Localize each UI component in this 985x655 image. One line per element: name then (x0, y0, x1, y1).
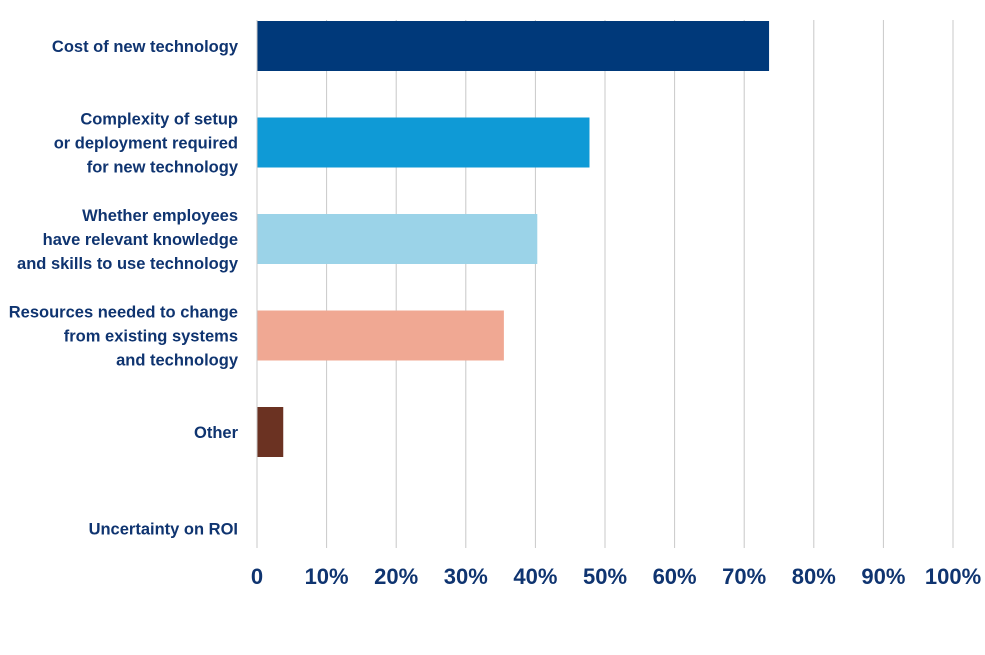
gridlines (256, 20, 954, 548)
x-tick-label: 20% (374, 564, 418, 589)
x-tick-label: 0 (251, 564, 263, 589)
category-label: Resources needed to change from existing … (9, 304, 239, 370)
x-tick-label: 40% (513, 564, 557, 589)
category-label: Whether employees have relevant knowledge… (17, 207, 239, 273)
category-label: Complexity of setup or deployment require… (54, 111, 239, 177)
category-labels: Cost of new technology Complexity of setu… (9, 38, 239, 539)
x-tick-label: 30% (444, 564, 488, 589)
bar (257, 117, 590, 168)
bar (257, 214, 538, 264)
category-label: Cost of new technology (52, 38, 239, 56)
bar (257, 21, 770, 71)
bar (257, 407, 284, 457)
bar (257, 310, 504, 361)
x-tick-label: 10% (305, 564, 349, 589)
category-label: Other (194, 424, 239, 442)
x-tick-label: 100% (925, 564, 981, 589)
x-tick-label: 50% (583, 564, 627, 589)
bars (257, 21, 770, 457)
category-label: Uncertainty on ROI (89, 521, 238, 539)
x-tick-label: 90% (861, 564, 905, 589)
x-tick-label: 60% (653, 564, 697, 589)
x-tick-label: 70% (722, 564, 766, 589)
x-tick-label: 80% (792, 564, 836, 589)
x-axis-ticks: 0 10% 20% 30% 40% 50% 60% 70% 80% 90% 100% (251, 564, 981, 589)
